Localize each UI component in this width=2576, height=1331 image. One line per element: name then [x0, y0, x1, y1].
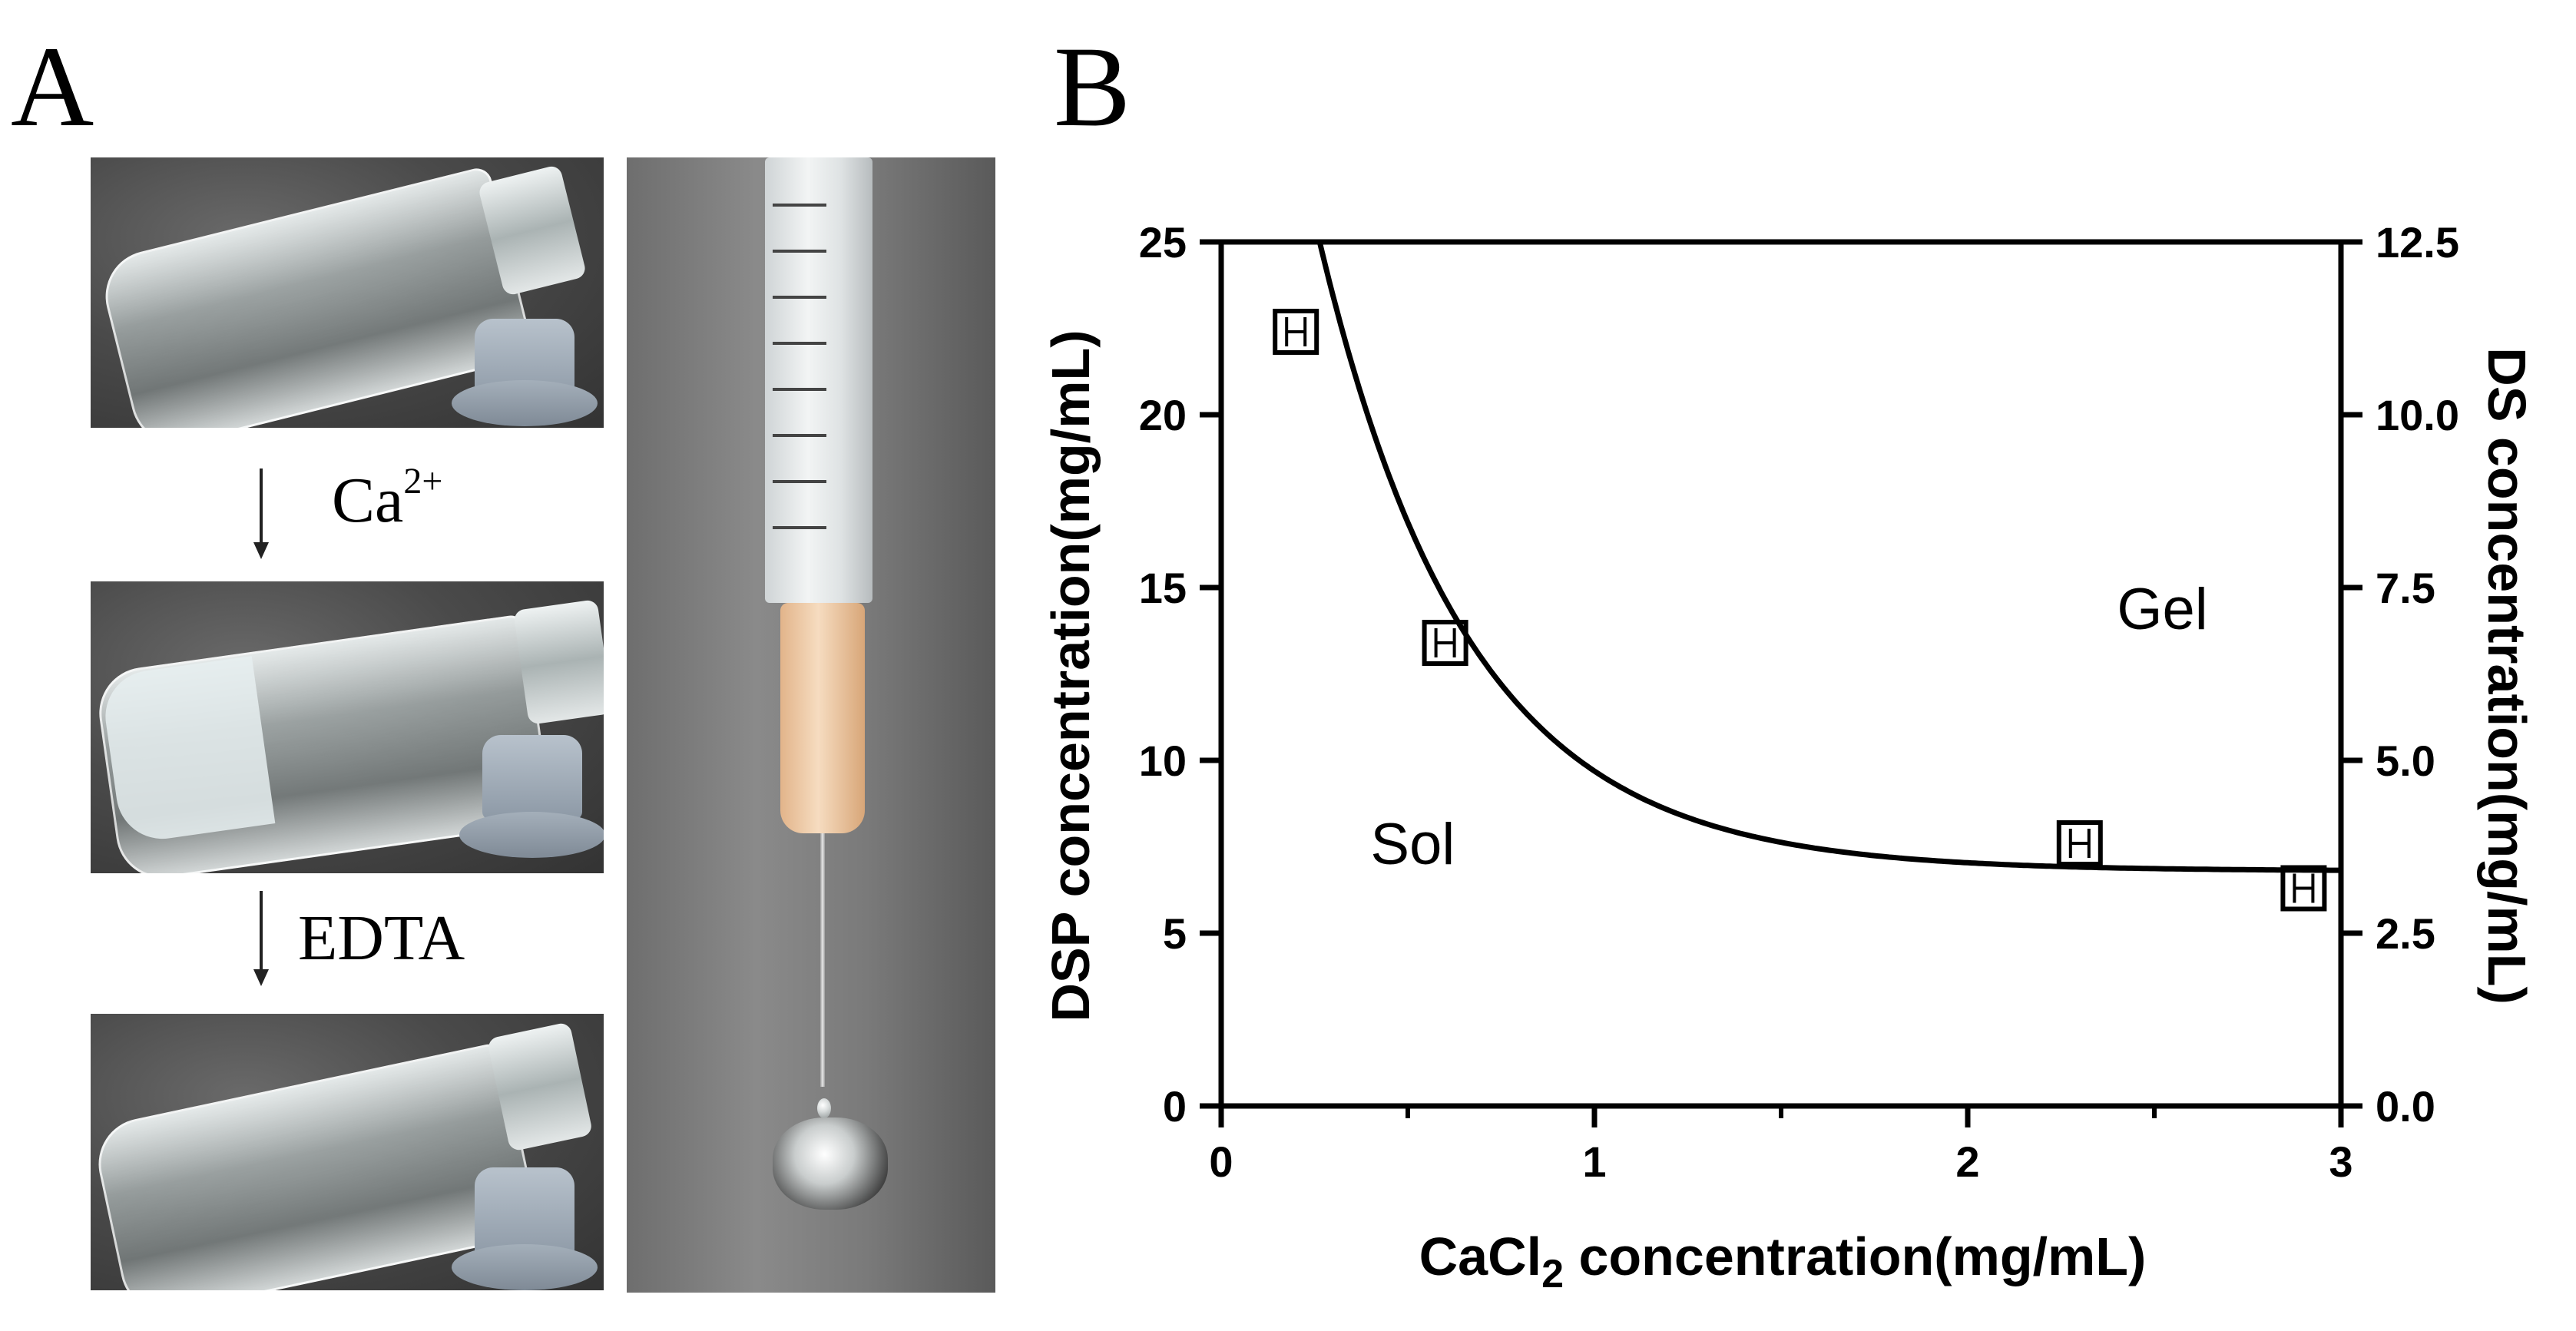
y-tick-label: 25 [1139, 218, 1187, 267]
y2-tick-label: 5.0 [2376, 737, 2435, 785]
x-tick-label: 3 [2329, 1137, 2353, 1186]
vial-photo-initial [91, 157, 604, 428]
data-point-marker [2056, 820, 2103, 866]
y-axis-label: DSP concentration(mg/mL) [1041, 329, 1101, 1021]
y-tick-label: 5 [1163, 909, 1187, 958]
y2-tick-label: 0.0 [2376, 1082, 2435, 1131]
y2-axis-label: DS concentration(mg/mL) [2477, 347, 2537, 1005]
fit-curve-line [1316, 241, 2341, 873]
panel-b-letter: B [1054, 23, 1131, 151]
region-annotations: Gel Sol [1370, 577, 2207, 877]
data-point-marker [1422, 620, 1468, 666]
y2-tick-label: 12.5 [2376, 218, 2459, 267]
arrow-head-1 [253, 542, 269, 559]
x-axis-label-rest: concentration(mg/mL) [1564, 1227, 2146, 1286]
x-axis-label-main: CaCl [1419, 1227, 1541, 1286]
vial-photo-edta [91, 1014, 604, 1290]
x-tick-label: 0 [1209, 1137, 1233, 1186]
edta-label: EDTA [298, 902, 465, 974]
y-tick-label: 15 [1139, 564, 1187, 612]
y-tick-label: 20 [1139, 391, 1187, 439]
arrow-head-2 [253, 969, 269, 986]
y-tick-label: 0 [1163, 1082, 1187, 1131]
x-tick-label: 1 [1582, 1137, 1606, 1186]
calcium-label-charge: 2+ [403, 461, 443, 502]
y2-tick-label: 2.5 [2376, 909, 2435, 958]
arrow-down-1 [260, 468, 263, 545]
chart-axes [1200, 239, 2362, 1127]
x-axis-label-sub: 2 [1541, 1252, 1564, 1296]
panel-a-letter: A [11, 23, 94, 151]
y2-tick-labels: 0.0 2.5 5.0 7.5 10.0 12.5 [2376, 218, 2459, 1131]
calcium-label: Ca2+ [332, 463, 442, 536]
y2-tick-label: 7.5 [2376, 564, 2435, 612]
data-points [1273, 309, 2327, 912]
region-label: Sol [1370, 812, 1455, 877]
x-axis-label: CaCl2 concentration(mg/mL) [1419, 1227, 2147, 1296]
data-point-marker [2280, 865, 2327, 912]
region-label: Gel [2117, 577, 2207, 642]
y2-tick-label: 10.0 [2376, 391, 2459, 439]
x-tick-labels: 0 1 2 3 [1209, 1137, 2353, 1186]
x-tick-label: 2 [1955, 1137, 1979, 1186]
y-tick-labels: 0 5 10 15 20 25 [1139, 218, 1187, 1131]
vial-photo-gel [91, 581, 604, 873]
y-tick-label: 10 [1139, 737, 1187, 785]
calcium-label-base: Ca [332, 465, 404, 536]
arrow-down-2 [260, 891, 263, 972]
syringe-photo [627, 157, 995, 1293]
data-point-marker [1273, 309, 1319, 355]
